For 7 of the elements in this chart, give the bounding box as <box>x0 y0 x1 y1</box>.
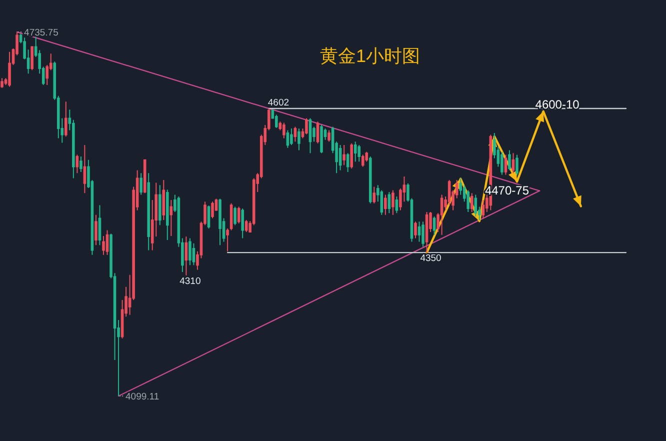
text: 4099.11 <box>126 392 160 402</box>
text: 4310 <box>180 276 201 287</box>
text: 黄金1小时图 <box>320 46 420 66</box>
text: 4735.75 <box>24 28 58 38</box>
text: 4350 <box>420 253 442 264</box>
data-label: 4600-10 <box>535 97 580 112</box>
text: 4602 <box>268 97 290 108</box>
